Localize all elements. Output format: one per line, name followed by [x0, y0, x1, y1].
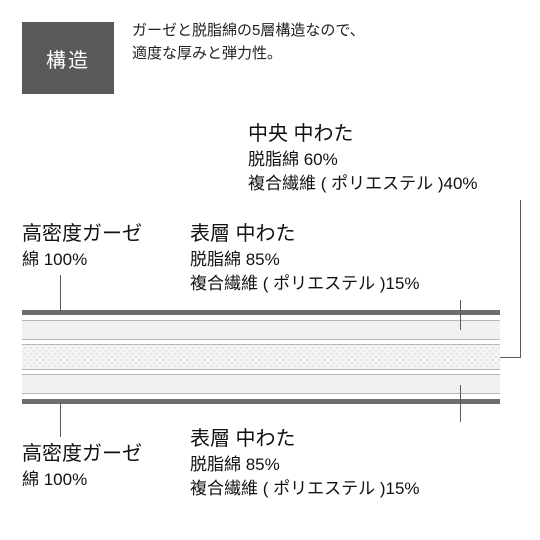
subtitle-line-1: ガーゼと脱脂綿の5層構造なので、 [132, 20, 365, 43]
label-detail: 脱脂綿 85% [190, 453, 420, 477]
subtitle-line-2: 適度な厚みと弾力性。 [132, 43, 365, 66]
label-title: 表層 中わた [190, 425, 420, 453]
leader-center-v [520, 200, 521, 358]
structure-infographic: 構造 ガーゼと脱脂綿の5層構造なので、 適度な厚みと弾力性。 中央 中わた 脱脂… [0, 0, 540, 540]
label-bottom-right: 表層 中わた 脱脂綿 85% 複合繊維 ( ポリエステル )15% [190, 425, 420, 501]
layer-outer-top [22, 310, 500, 315]
label-top-right: 表層 中わた 脱脂綿 85% 複合繊維 ( ポリエステル )15% [190, 220, 420, 296]
label-detail: 綿 100% [22, 248, 142, 272]
layer-mid-top [22, 320, 500, 340]
label-detail: 脱脂綿 60% [248, 148, 478, 172]
leader-topright-v [460, 300, 461, 330]
label-top-left: 高密度ガーゼ 綿 100% [22, 220, 142, 272]
label-detail: 複合繊維 ( ポリエステル )15% [190, 477, 420, 501]
subtitle: ガーゼと脱脂綿の5層構造なので、 適度な厚みと弾力性。 [132, 20, 365, 65]
label-title: 表層 中わた [190, 220, 420, 248]
leader-center-h [500, 357, 520, 358]
label-detail: 綿 100% [22, 468, 142, 492]
label-bottom-left: 高密度ガーゼ 綿 100% [22, 440, 142, 492]
section-badge: 構造 [22, 22, 114, 94]
cross-section-diagram [22, 310, 500, 404]
label-title: 高密度ガーゼ [22, 220, 142, 248]
label-detail: 複合繊維 ( ポリエステル )40% [248, 172, 478, 196]
label-center-top: 中央 中わた 脱脂綿 60% 複合繊維 ( ポリエステル )40% [248, 120, 478, 196]
layer-center [22, 344, 500, 370]
label-title: 高密度ガーゼ [22, 440, 142, 468]
label-detail: 脱脂綿 85% [190, 248, 420, 272]
leader-bottomright-v [460, 385, 461, 422]
label-title: 中央 中わた [248, 120, 478, 148]
layer-outer-bottom [22, 399, 500, 404]
leader-bottomleft-v [60, 402, 61, 437]
leader-topleft-v [60, 275, 61, 312]
label-detail: 複合繊維 ( ポリエステル )15% [190, 272, 420, 296]
layer-mid-bottom [22, 374, 500, 394]
